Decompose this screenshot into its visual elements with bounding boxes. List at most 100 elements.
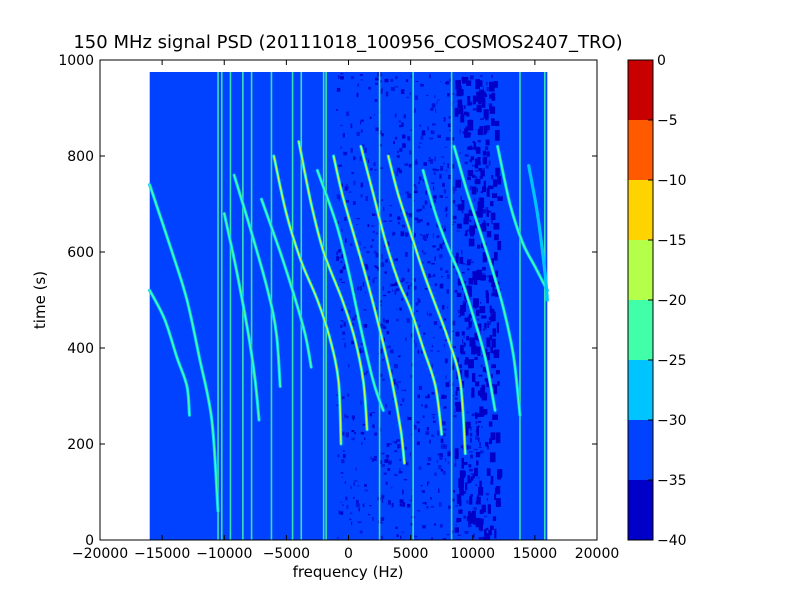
noise-cell [482,150,486,156]
noise-cell [353,497,355,499]
noise-cell [390,78,394,82]
noise-cell [379,323,383,328]
x-tick-label: −10000 [196,546,252,562]
noise-cell [363,309,367,311]
noise-cell [436,101,438,104]
noise-cell [470,432,473,437]
noise-cell [364,489,368,492]
noise-cell [454,411,456,414]
noise-cell [408,163,412,168]
noise-cell [474,179,481,185]
noise-cell [461,381,465,389]
noise-cell [474,467,478,477]
noise-cell [390,87,395,91]
noise-cell [446,169,447,172]
noise-cell [429,373,431,376]
noise-cell [350,75,355,80]
x-tick-label: 0 [344,546,353,562]
noise-cell [360,121,362,125]
colorbar-tick-label: −40 [657,533,687,549]
noise-cell [419,325,421,328]
x-tick-label: −5000 [263,546,310,562]
noise-cell [346,186,349,190]
noise-cell [370,167,373,171]
noise-cell [442,428,447,431]
noise-cell [471,413,475,417]
noise-cell [497,381,500,386]
noise-cell [375,265,378,268]
noise-cell [475,517,481,528]
noise-cell [394,113,397,118]
noise-cell [384,357,386,359]
noise-cell [399,148,403,152]
noise-cell [410,283,412,287]
noise-cell [419,124,421,127]
noise-cell [405,281,409,284]
noise-cell [365,264,367,269]
noise-cell [492,414,498,420]
noise-cell [470,159,473,163]
noise-cell [431,392,435,395]
noise-cell [479,540,482,544]
noise-cell [454,527,459,533]
colorbar-segment [628,240,653,300]
noise-cell [357,83,360,87]
x-tick-label: 10000 [450,546,495,562]
noise-cell [477,128,483,136]
noise-cell [454,463,457,467]
noise-cell [469,75,474,80]
noise-cell [381,254,383,259]
noise-cell [386,331,390,335]
noise-cell [389,205,392,207]
noise-cell [364,263,368,266]
noise-cell [423,332,426,335]
noise-cell [394,450,398,453]
noise-cell [476,80,483,87]
noise-cell [455,179,461,188]
noise-cell [414,217,419,221]
noise-cell [443,119,446,122]
noise-cell [402,502,406,507]
noise-cell [471,186,477,195]
noise-cell [401,531,404,533]
noise-cell [470,437,472,443]
noise-cell [407,137,411,141]
noise-cell [336,109,338,111]
noise-cell [460,351,466,355]
noise-cell [451,164,455,169]
noise-cell [483,326,487,330]
noise-cell [461,271,465,274]
noise-cell [447,163,450,169]
noise-cell [408,213,413,218]
colorbar-segment [628,360,653,420]
noise-cell [478,521,483,531]
noise-cell [466,516,469,522]
noise-cell [490,219,493,225]
noise-cell [486,384,489,387]
noise-cell [410,129,412,131]
x-tick-label: −15000 [134,546,190,562]
noise-cell [462,300,467,305]
noise-cell [394,289,397,295]
noise-cell [473,142,476,150]
noise-cell [344,342,346,348]
noise-cell [449,449,451,452]
noise-cell [486,223,489,227]
noise-cell [428,74,432,79]
noise-cell [489,335,493,340]
noise-cell [359,241,361,246]
chart-title: 150 MHz signal PSD (20111018_100956_COSM… [73,32,622,53]
noise-cell [339,269,344,274]
noise-cell [387,291,391,294]
noise-cell [385,481,388,485]
noise-cell [482,536,486,540]
noise-cell [391,283,396,287]
noise-cell [368,514,371,516]
noise-cell [474,158,479,169]
noise-cell [399,503,403,507]
noise-cell [467,268,470,271]
noise-cell [414,535,418,538]
noise-cell [417,298,420,300]
noise-cell [449,129,451,132]
noise-cell [425,233,429,236]
